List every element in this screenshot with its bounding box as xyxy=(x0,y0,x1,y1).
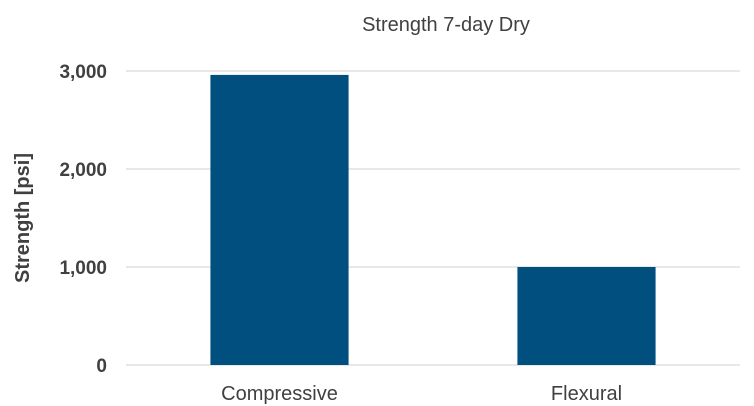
x-tick-label: Compressive xyxy=(221,383,338,405)
bars xyxy=(210,74,656,366)
y-axis-title: Strength [psi] xyxy=(12,153,34,283)
y-axis-ticks: 0 1,000 2,000 3,000 xyxy=(59,62,107,377)
x-tick-label: Flexural xyxy=(551,383,622,405)
x-axis-ticks: Compressive Flexural xyxy=(221,383,622,405)
chart-title: Strength 7-day Dry xyxy=(362,14,530,36)
y-tick-label: 3,000 xyxy=(59,62,107,83)
bar-compressive xyxy=(210,74,349,366)
y-tick-label: 2,000 xyxy=(59,160,107,181)
y-tick-label: 1,000 xyxy=(59,258,107,279)
y-tick-label: 0 xyxy=(96,356,107,377)
bar-flexural xyxy=(517,267,656,365)
